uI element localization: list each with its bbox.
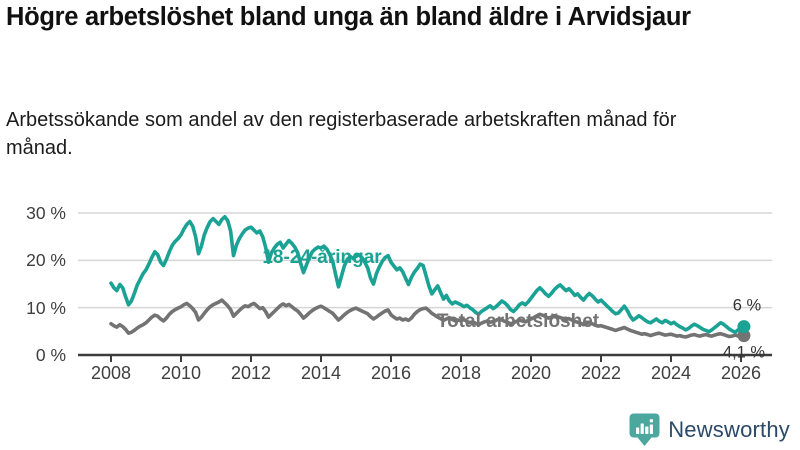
x-axis-label: 2014 (300, 363, 342, 383)
x-axis-label: 2018 (440, 363, 482, 383)
newsworthy-logo-icon (629, 413, 660, 446)
brand-footer: Newsworthy (629, 411, 790, 449)
x-axis-label: 2026 (720, 363, 762, 383)
series-label-0: Total arbetslöshet (436, 311, 600, 332)
final-value-label-1: 6 % (732, 296, 762, 315)
y-axis-label: 30 % (26, 203, 66, 223)
y-axis-label: 0 % (35, 345, 66, 365)
x-axis-label: 2022 (580, 363, 622, 383)
x-axis-label: 2008 (90, 363, 132, 383)
x-axis-label: 2012 (230, 363, 272, 383)
series-line-0 (109, 298, 746, 339)
chart-subtitle: Arbetssökande som andel av den registerb… (6, 109, 677, 159)
series-end-dot-0 (737, 329, 751, 343)
x-axis-label: 2024 (650, 363, 692, 383)
series-end-dot-1 (737, 320, 751, 334)
final-value-label-0: 4,1 % (722, 343, 766, 362)
series-label-1: 18-24-åringar (262, 247, 382, 268)
x-axis-label: 2016 (370, 363, 412, 383)
brand-name: Newsworthy (668, 417, 790, 442)
x-axis-label: 2010 (160, 363, 202, 383)
y-axis-label: 20 % (26, 250, 66, 271)
series-line-1 (109, 215, 746, 335)
y-axis-label: 10 % (26, 297, 66, 318)
chart-title: Högre arbetslöshet bland unga än bland ä… (6, 3, 691, 31)
x-axis-label: 2020 (510, 363, 552, 383)
